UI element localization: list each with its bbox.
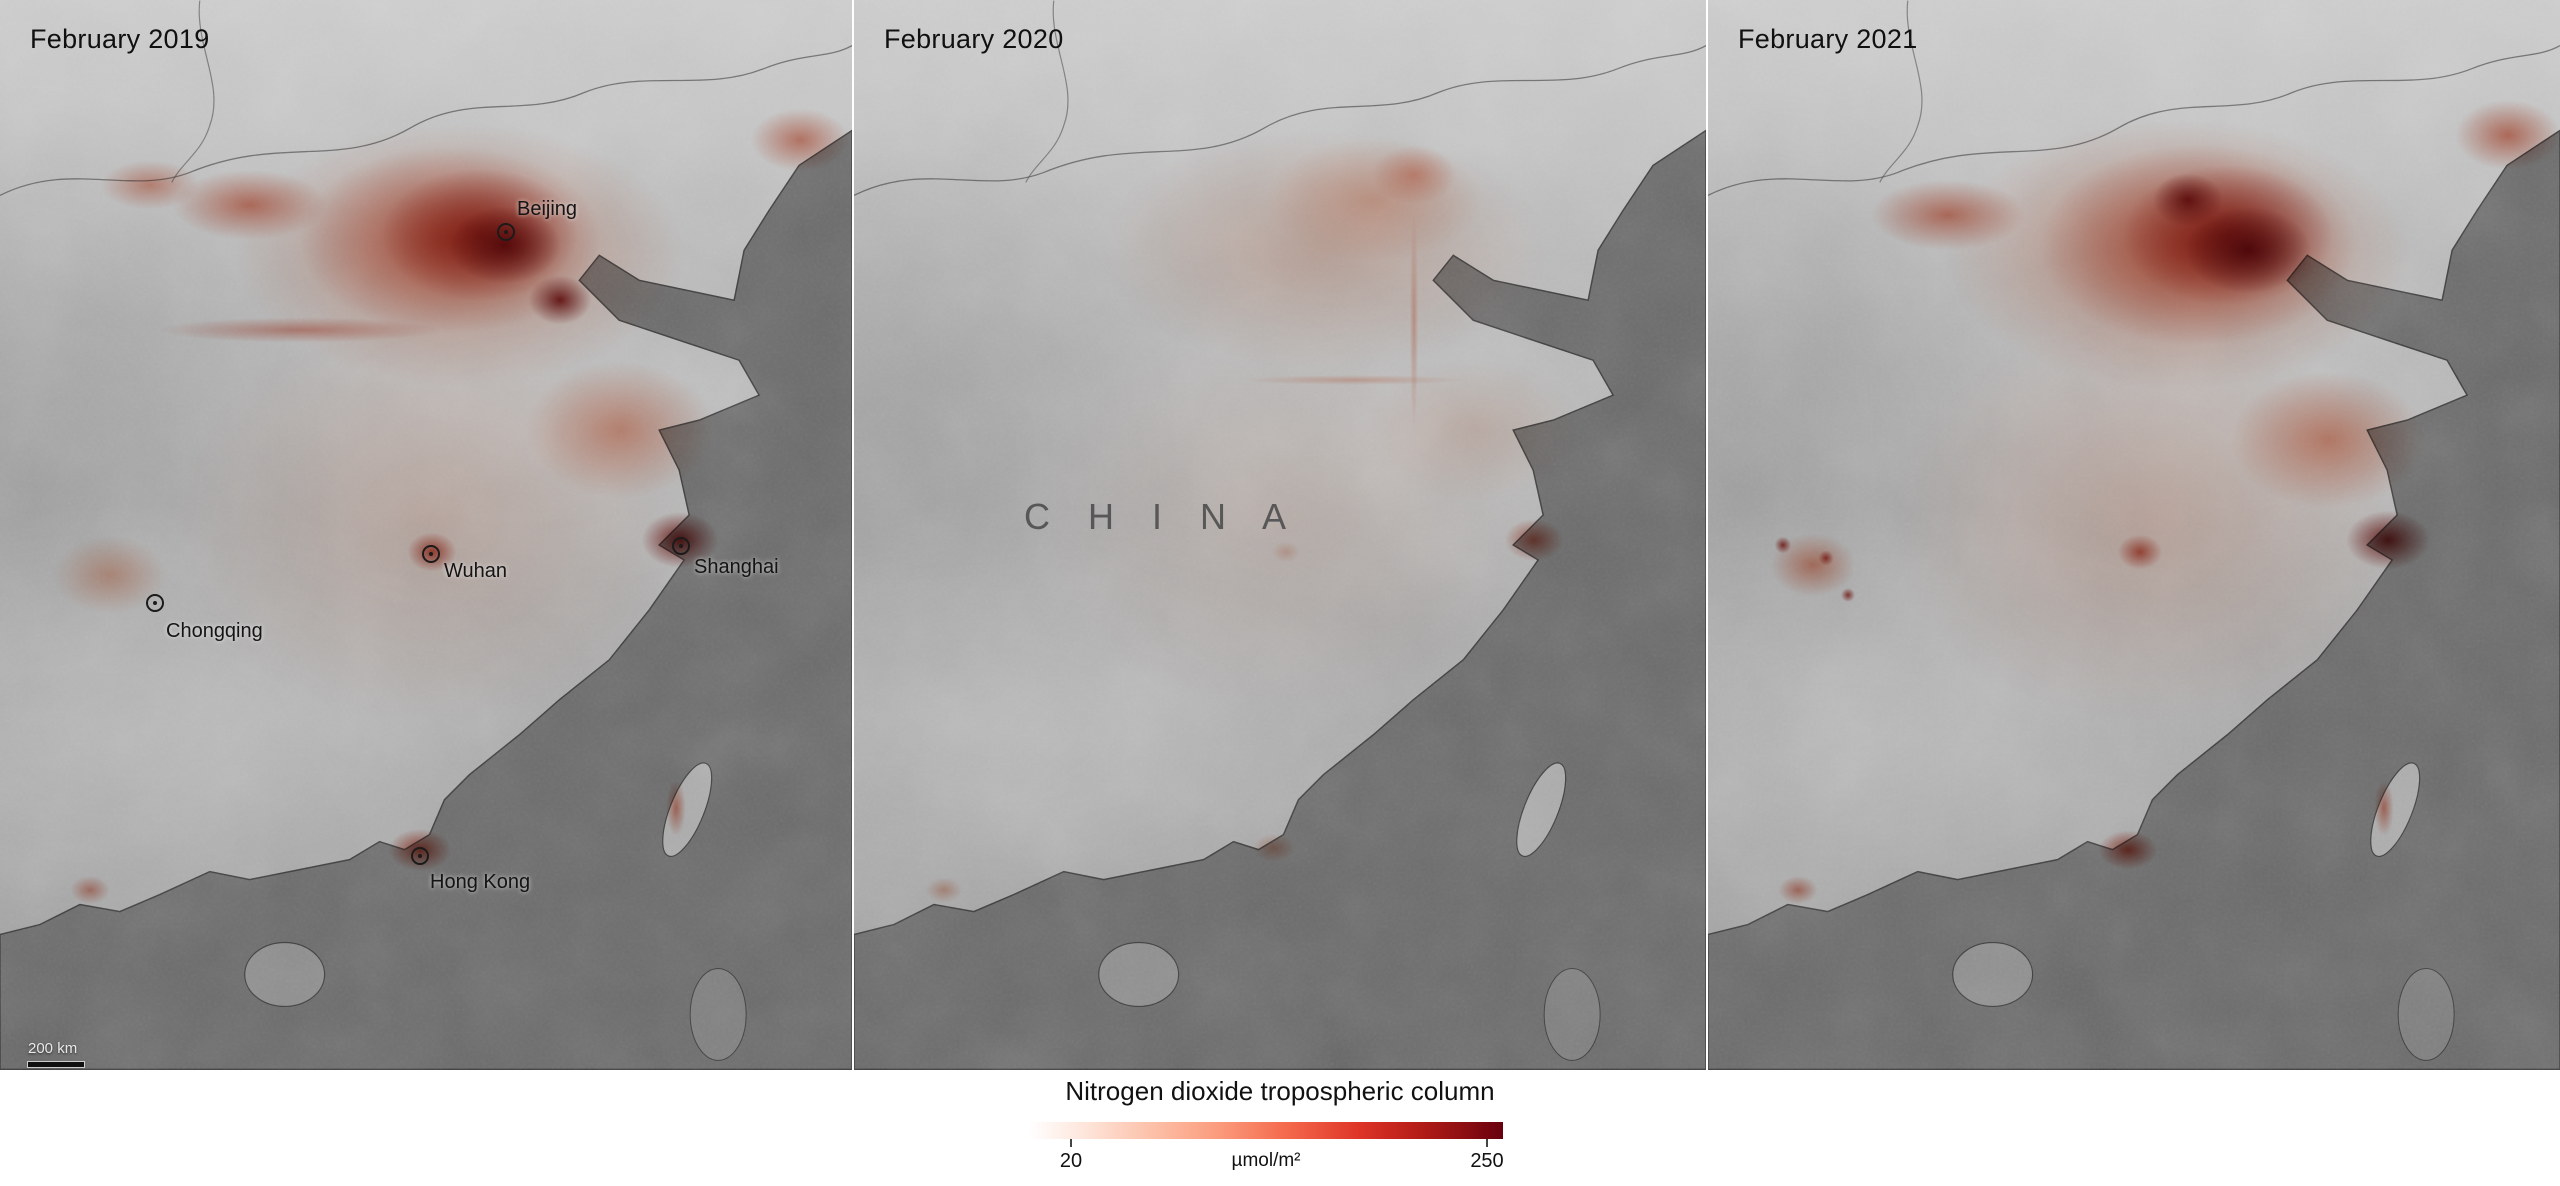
legend-strip: Nitrogen dioxide tropospheric column 20 … (0, 1070, 2560, 1186)
city-marker-hong-kong (411, 847, 429, 865)
legend-gradient-bar (1029, 1122, 1503, 1139)
legend-title: Nitrogen dioxide tropospheric column (1065, 1076, 1495, 1106)
no2-heat-overlay-2021 (1708, 0, 2560, 1070)
date-label-2020: February 2020 (884, 24, 1064, 54)
legend-unit-label: µmol/m² (1231, 1150, 1301, 1171)
watermark-china: C H I N A (1024, 496, 1301, 537)
city-marker-wuhan (422, 545, 440, 563)
city-label-hong-kong: Hong Kong (430, 871, 531, 893)
scale-bar (28, 1062, 84, 1067)
city-marker-beijing (497, 223, 515, 241)
panel-february-2019: February 2019 Beijing Wuhan Shanghai Cho… (0, 0, 852, 1070)
legend-tick-min (1070, 1139, 1072, 1147)
city-label-chongqing: Chongqing (166, 620, 263, 642)
city-label-shanghai: Shanghai (694, 556, 779, 578)
city-label-wuhan: Wuhan (444, 560, 508, 582)
legend-max-label: 250 (1470, 1150, 1504, 1172)
panel-february-2020: February 2020 C H I N A (854, 0, 1706, 1070)
no2-heat-overlay-2020 (854, 0, 1706, 1070)
city-label-beijing: Beijing (517, 198, 578, 220)
date-label-2021: February 2021 (1738, 24, 1918, 54)
legend-tick-max (1486, 1139, 1488, 1147)
map-comparison-strip: February 2019 Beijing Wuhan Shanghai Cho… (0, 0, 2560, 1070)
scale-bar-label: 200 km (28, 1040, 78, 1057)
city-marker-shanghai (672, 537, 690, 555)
city-marker-chongqing (146, 594, 164, 612)
no2-heat-overlay-2019 (0, 0, 852, 1070)
date-label-2019: February 2019 (30, 24, 210, 54)
legend-min-label: 20 (1059, 1150, 1083, 1172)
panel-february-2021: February 2021 (1708, 0, 2560, 1070)
